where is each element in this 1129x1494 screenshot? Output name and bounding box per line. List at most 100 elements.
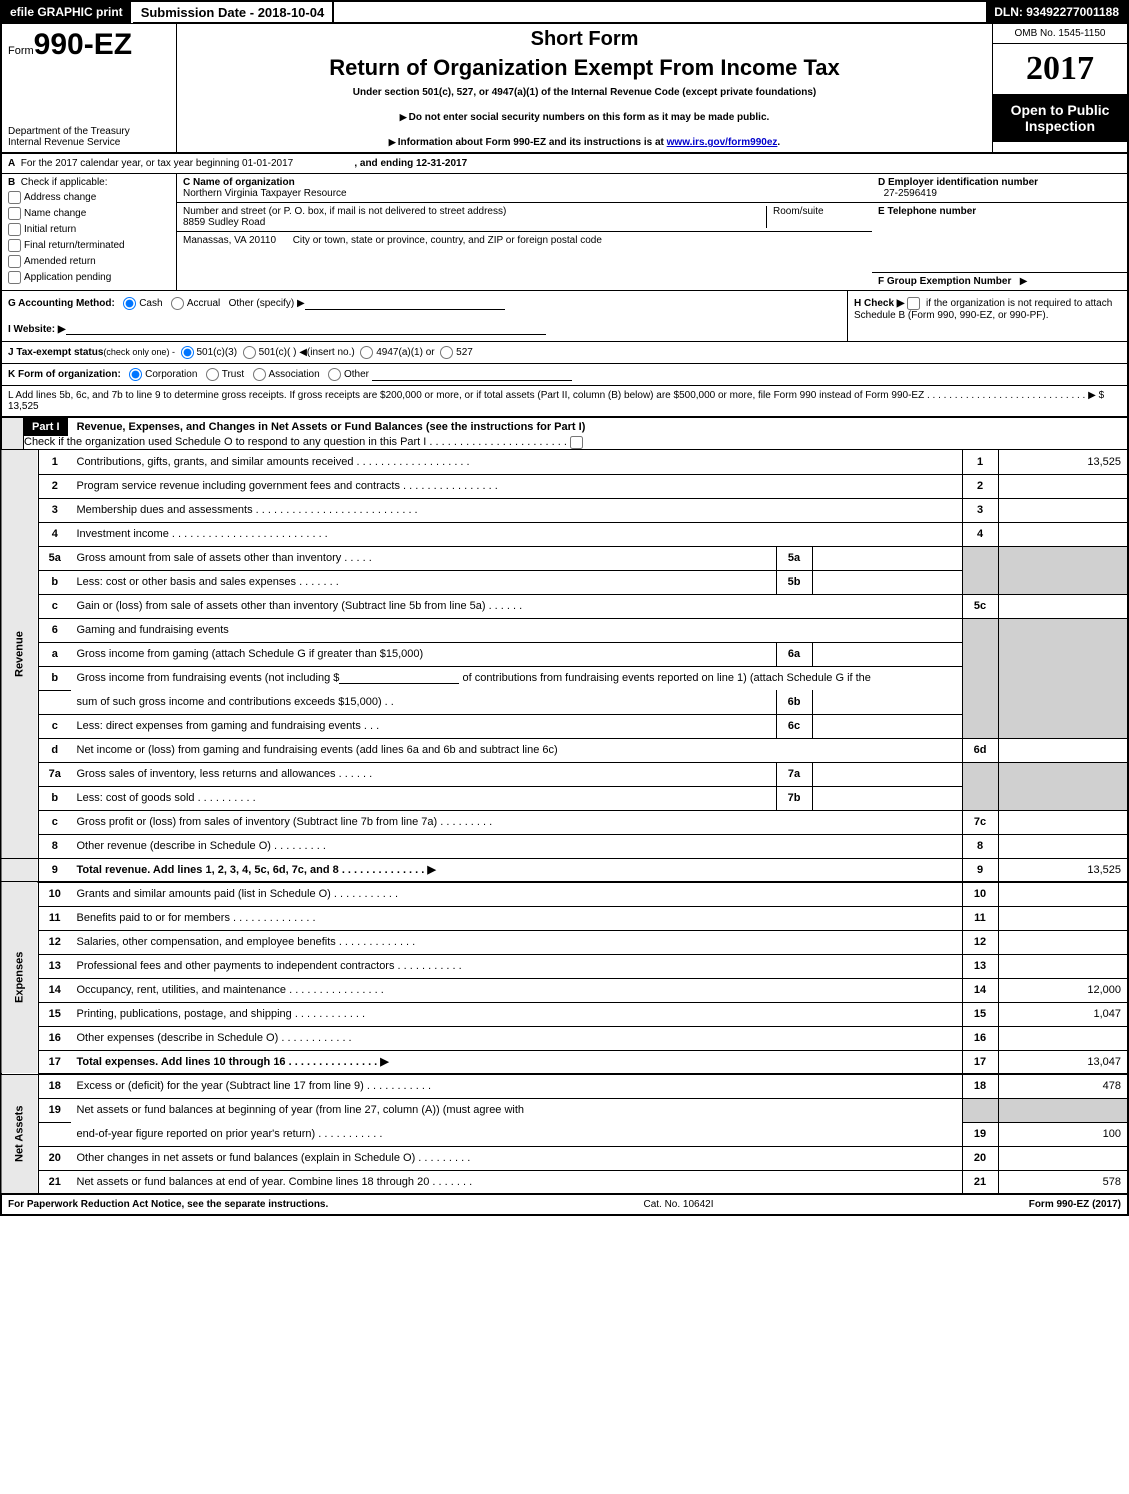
table-row: d Net income or (loss) from gaming and f… (1, 738, 1128, 762)
gh-block: G Accounting Method: Cash Accrual Other … (0, 291, 1129, 342)
rb-cash[interactable] (123, 297, 136, 310)
table-row: 8 Other revenue (describe in Schedule O)… (1, 834, 1128, 858)
line-l: L Add lines 5b, 6c, and 7b to line 9 to … (0, 386, 1129, 418)
line-a-begin: For the 2017 calendar year, or tax year … (21, 158, 293, 169)
org-name: Northern Virginia Taxpayer Resource (183, 188, 347, 199)
table-row: 6 Gaming and fundraising events (1, 618, 1128, 642)
cb-schedule-o-part1[interactable] (570, 436, 583, 449)
cb-final-return[interactable]: Final return/terminated (8, 239, 170, 252)
pra-notice: For Paperwork Reduction Act Notice, see … (8, 1199, 328, 1210)
cb-schedule-b[interactable] (907, 297, 920, 310)
table-row: 11 Benefits paid to or for members . . .… (1, 906, 1128, 930)
other-specify-line (305, 299, 505, 310)
table-row: 7a Gross sales of inventory, less return… (1, 762, 1128, 786)
table-row: b Less: cost of goods sold . . . . . . .… (1, 786, 1128, 810)
street-value: 8859 Sudley Road (183, 217, 265, 228)
efile-badge: efile GRAPHIC print (2, 2, 131, 22)
subtitle: Under section 501(c), 527, or 4947(a)(1)… (183, 87, 986, 98)
city-label: City or town, state or province, country… (293, 235, 602, 246)
table-row: 14 Occupancy, rent, utilities, and maint… (1, 978, 1128, 1002)
rb-501c[interactable] (243, 346, 256, 359)
short-form-label: Short Form (183, 28, 986, 51)
other-org-line (372, 370, 572, 381)
line-c-label: C Name of organization (183, 177, 295, 188)
fund-amount-line (339, 673, 459, 684)
table-row: c Gain or (loss) from sale of assets oth… (1, 594, 1128, 618)
omb-number: OMB No. 1545-1150 (993, 24, 1127, 44)
part1-title: Revenue, Expenses, and Changes in Net As… (24, 418, 592, 451)
right-id-col: D Employer identification number 27-2596… (872, 174, 1127, 290)
line-a-ending: , and ending 12-31-2017 (354, 158, 467, 169)
room-label: Room/suite (773, 206, 824, 217)
table-row: sum of such gross income and contributio… (1, 690, 1128, 714)
table-row: 5a Gross amount from sale of assets othe… (1, 546, 1128, 570)
table-row: a Gross income from gaming (attach Sched… (1, 642, 1128, 666)
table-row: 3 Membership dues and assessments . . . … (1, 498, 1128, 522)
open-public-badge: Open to Public Inspection (993, 94, 1127, 142)
dln-badge: DLN: 93492277001188 (986, 2, 1127, 22)
lineidebar-e-label: E Telephone number (878, 206, 976, 217)
line-c: C Name of organization Northern Virginia… (177, 174, 872, 290)
rb-501c3[interactable] (181, 346, 194, 359)
irs-link[interactable]: www.irs.gov/form990ez (667, 137, 778, 148)
table-row: 13 Professional fees and other payments … (1, 954, 1128, 978)
form-header: Form990-EZ Department of the Treasury In… (0, 24, 1129, 154)
table-row: b Gross income from fundraising events (… (1, 666, 1128, 690)
sidebar-revenue: Revenue (1, 450, 39, 858)
table-row: 2 Program service revenue including gove… (1, 474, 1128, 498)
table-row: 9 Total revenue. Add lines 1, 2, 3, 4, 5… (1, 858, 1128, 882)
line-f-label: F Group Exemption Number (878, 276, 1011, 287)
table-row: 12 Salaries, other compensation, and emp… (1, 930, 1128, 954)
rb-association[interactable] (253, 368, 266, 381)
form-prefix: Form (8, 45, 34, 57)
table-row: 19 Net assets or fund balances at beginn… (1, 1098, 1128, 1122)
info-note-prefix: Information about Form 990-EZ and its in… (398, 137, 667, 148)
header-left: Form990-EZ Department of the Treasury In… (2, 24, 177, 152)
header-right: OMB No. 1545-1150 2017 Open to Public In… (992, 24, 1127, 152)
dept-irs: Internal Revenue Service (8, 137, 170, 148)
line-g: G Accounting Method: Cash Accrual Other … (8, 297, 841, 310)
rb-accrual[interactable] (171, 297, 184, 310)
rb-corporation[interactable] (129, 368, 142, 381)
table-row: 4 Investment income . . . . . . . . . . … (1, 522, 1128, 546)
page-footer: For Paperwork Reduction Act Notice, see … (0, 1195, 1129, 1216)
part1-table: Revenue 1 Contributions, gifts, grants, … (0, 450, 1129, 1195)
cat-no: Cat. No. 10642I (643, 1199, 713, 1210)
ein-value: 27-2596419 (884, 188, 937, 199)
arrow-icon (389, 137, 398, 148)
ssn-note: Do not enter social security numbers on … (409, 112, 770, 123)
street-label: Number and street (or P. O. box, if mail… (183, 206, 506, 217)
table-row: 21 Net assets or fund balances at end of… (1, 1170, 1128, 1194)
table-row: c Less: direct expenses from gaming and … (1, 714, 1128, 738)
rb-4947[interactable] (360, 346, 373, 359)
line-b-label: Check if applicable: (21, 177, 108, 188)
table-row: Net Assets 18 Excess or (deficit) for th… (1, 1074, 1128, 1098)
part1-header-row: Part I Revenue, Expenses, and Changes in… (0, 418, 1129, 450)
website-line (66, 324, 546, 335)
table-row: 15 Printing, publications, postage, and … (1, 1002, 1128, 1026)
rb-trust[interactable] (206, 368, 219, 381)
line-b: B Check if applicable: Address change Na… (2, 174, 177, 290)
cb-initial-return[interactable]: Initial return (8, 223, 170, 236)
top-bar: efile GRAPHIC print Submission Date - 20… (0, 0, 1129, 24)
cb-address-change[interactable]: Address change (8, 191, 170, 204)
dept-treasury: Department of the Treasury (8, 126, 170, 137)
line-j: J Tax-exempt status(check only one) - 50… (0, 342, 1129, 364)
main-title: Return of Organization Exempt From Incom… (183, 55, 986, 81)
org-info-block: B Check if applicable: Address change Na… (0, 174, 1129, 291)
submission-date: Submission Date - 2018-10-04 (131, 2, 335, 23)
tax-year: 2017 (993, 44, 1127, 94)
line-k: K Form of organization: Corporation Trus… (0, 364, 1129, 386)
table-row: c Gross profit or (loss) from sales of i… (1, 810, 1128, 834)
table-row: 20 Other changes in net assets or fund b… (1, 1146, 1128, 1170)
cb-application-pending[interactable]: Application pending (8, 271, 170, 284)
line-d-label: D Employer identification number (878, 177, 1038, 188)
form-number: 990-EZ (34, 28, 132, 61)
cb-name-change[interactable]: Name change (8, 207, 170, 220)
rb-527[interactable] (440, 346, 453, 359)
form-no-footer: Form 990-EZ (2017) (1029, 1199, 1121, 1210)
table-row: 17 Total expenses. Add lines 10 through … (1, 1050, 1128, 1074)
rb-other-org[interactable] (328, 368, 341, 381)
cb-amended-return[interactable]: Amended return (8, 255, 170, 268)
line-f-arrow: ▶ (1020, 276, 1028, 287)
